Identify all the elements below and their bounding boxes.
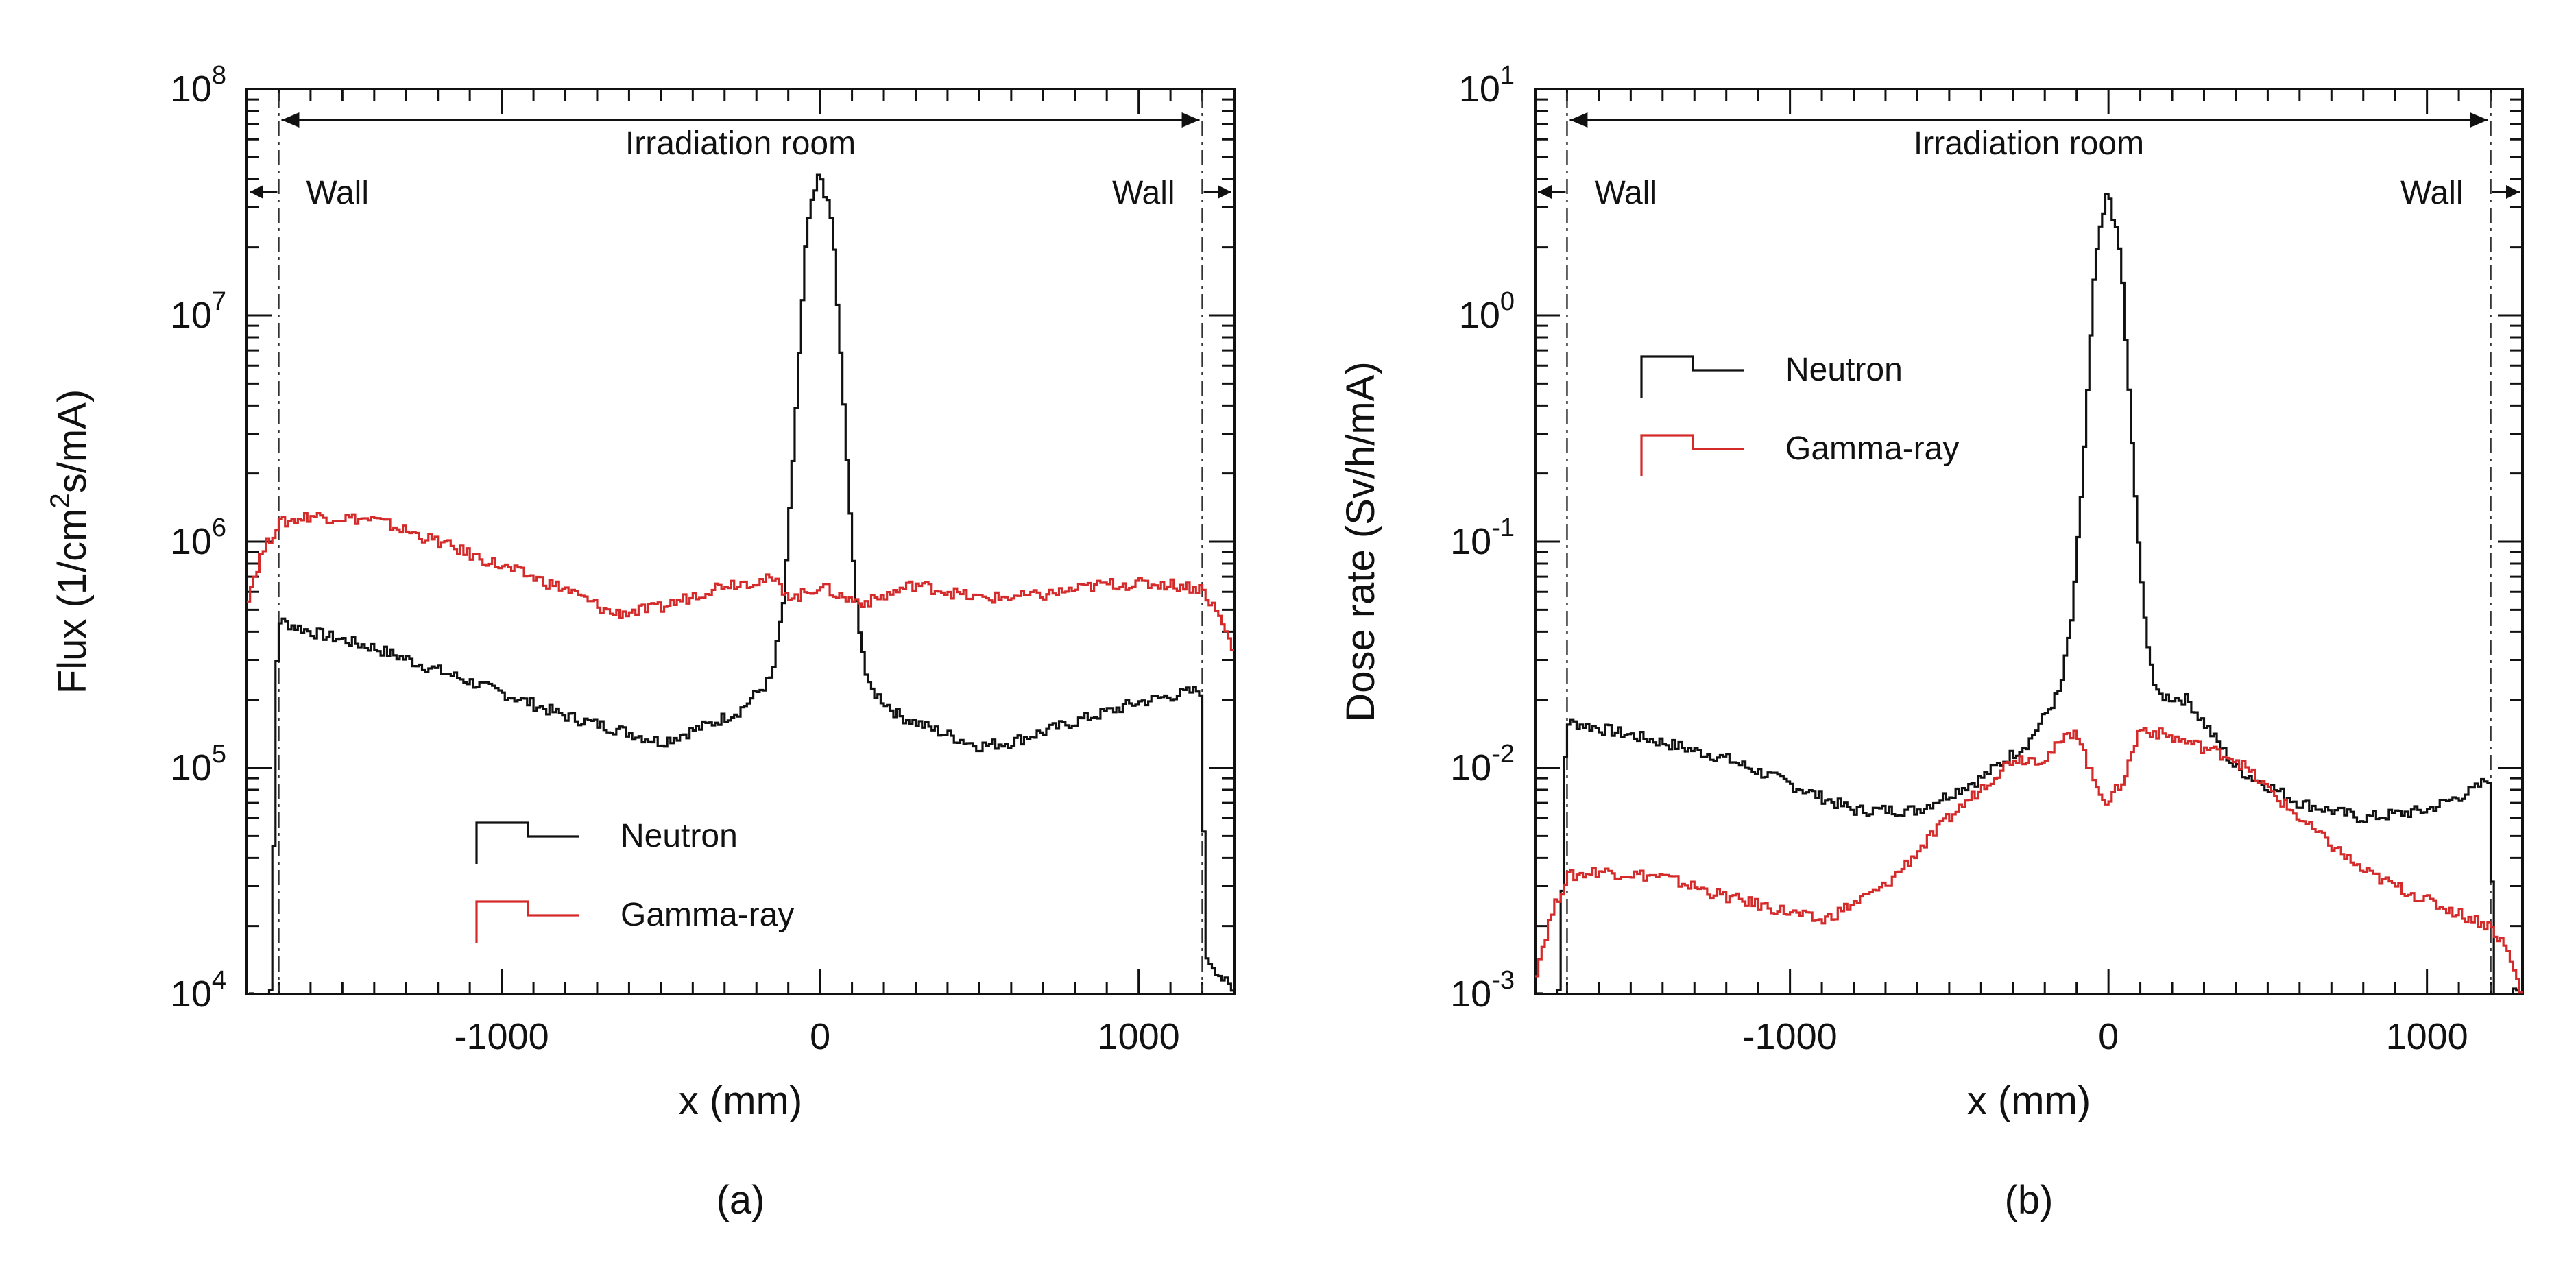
legend-swatch	[1640, 355, 1744, 398]
y-tick-base: 10	[171, 69, 212, 110]
figure-caption: (b)	[2005, 1178, 2054, 1222]
series-group	[1535, 193, 2523, 994]
y-tick-exponent: -2	[1491, 740, 1515, 769]
plot-frame	[1534, 88, 2524, 995]
annotation-wall-left: Wall	[306, 175, 369, 211]
x-tick-label: 0	[2098, 1016, 2119, 1057]
y-tick-label: 10-2	[1450, 740, 1515, 788]
legend-label: Neutron	[1785, 352, 1903, 388]
y-axis-label-superscript: 2	[45, 493, 75, 508]
annotation-wall-left: Wall	[1594, 175, 1657, 211]
legend-label: Neutron	[621, 818, 738, 854]
legend-label: Gamma-ray	[621, 897, 794, 933]
y-axis-label-text: s/mA)	[50, 389, 95, 493]
y-axis-label-text: Dose rate (Sv/h/mA)	[1338, 361, 1383, 721]
y-tick-label: 107	[171, 287, 226, 336]
arrowhead-right-icon	[2506, 185, 2520, 199]
chart-panel-flux: -1000 0 1000 104 105 106 107 108 x (mm) Flux (1/c…	[45, 61, 1236, 1222]
y-tick-exponent: 7	[212, 287, 226, 316]
y-axis-label: Dose rate (Sv/h/mA)	[1338, 361, 1383, 721]
x-tick-label: 0	[810, 1016, 830, 1057]
y-tick-base: 10	[171, 974, 212, 1015]
legend-swatch	[475, 821, 579, 864]
series-line-neutron	[247, 173, 1234, 994]
x-tick-label: -1000	[455, 1016, 549, 1057]
y-tick-base: 10	[1459, 295, 1500, 336]
legend-label: Gamma-ray	[1785, 431, 1959, 467]
series-group	[247, 173, 1234, 994]
y-tick-exponent: -3	[1491, 966, 1515, 995]
chart-panel-dose-rate: -1000 0 1000 10-3 10-2 10-1 100 101 x (mm) Dose r…	[1288, 0, 2576, 1267]
y-axis-label-text: Flux (1/cm	[50, 509, 95, 695]
x-axis-label: x (mm)	[679, 1078, 802, 1123]
arrowhead-right-icon	[1218, 185, 1231, 199]
y-tick-exponent: 6	[212, 514, 226, 542]
x-tick-label: -1000	[1743, 1016, 1838, 1057]
series-line-gamma-ray	[247, 512, 1234, 651]
y-tick-base: 10	[1450, 521, 1491, 562]
arrowhead-left-icon	[1569, 112, 1588, 128]
y-tick-base: 10	[171, 747, 212, 788]
plot-frame	[245, 88, 1236, 995]
arrowhead-left-icon	[281, 112, 300, 128]
x-axis-label: x (mm)	[1967, 1078, 2091, 1123]
y-tick-label: 105	[171, 740, 226, 788]
y-tick-label: 104	[171, 966, 226, 1015]
arrowhead-left-icon	[1538, 185, 1552, 199]
y-tick-label: 10-3	[1450, 966, 1515, 1015]
x-tick-label: 1000	[1098, 1016, 1180, 1057]
y-tick-base: 10	[171, 295, 212, 336]
y-tick-base: 10	[1459, 69, 1500, 110]
y-tick-label: 108	[171, 61, 226, 110]
legend-swatch	[1640, 434, 1744, 476]
y-tick-label: 101	[1459, 61, 1515, 110]
y-axis-label: Flux (1/cm2s/mA)	[45, 389, 95, 694]
y-tick-exponent: 0	[1500, 287, 1515, 316]
arrowhead-left-icon	[250, 185, 263, 199]
y-tick-exponent: 1	[1500, 61, 1515, 90]
y-tick-base: 10	[1450, 974, 1491, 1015]
y-tick-base: 10	[1450, 747, 1491, 788]
annotation-irradiation-room: Irradiation room	[625, 125, 856, 162]
series-line-neutron	[1535, 193, 2523, 994]
figure-caption: (a)	[717, 1178, 765, 1222]
y-tick-exponent: -1	[1491, 514, 1515, 542]
y-tick-exponent: 4	[212, 966, 226, 995]
y-tick-label: 100	[1459, 287, 1515, 336]
annotation-irradiation-room: Irradiation room	[1914, 125, 2144, 162]
y-tick-base: 10	[171, 521, 212, 562]
annotation-wall-right: Wall	[2400, 175, 2464, 211]
y-tick-exponent: 8	[212, 61, 226, 90]
y-tick-exponent: 5	[212, 740, 226, 769]
series-line-gamma-ray	[1535, 727, 2523, 994]
legend-swatch	[475, 900, 579, 943]
arrowhead-right-icon	[2470, 112, 2488, 128]
arrowhead-right-icon	[1181, 112, 1200, 128]
annotation-wall-right: Wall	[1112, 175, 1175, 211]
x-tick-label: 1000	[2386, 1016, 2468, 1057]
y-tick-label: 106	[171, 514, 226, 562]
y-tick-label: 10-1	[1450, 514, 1515, 562]
